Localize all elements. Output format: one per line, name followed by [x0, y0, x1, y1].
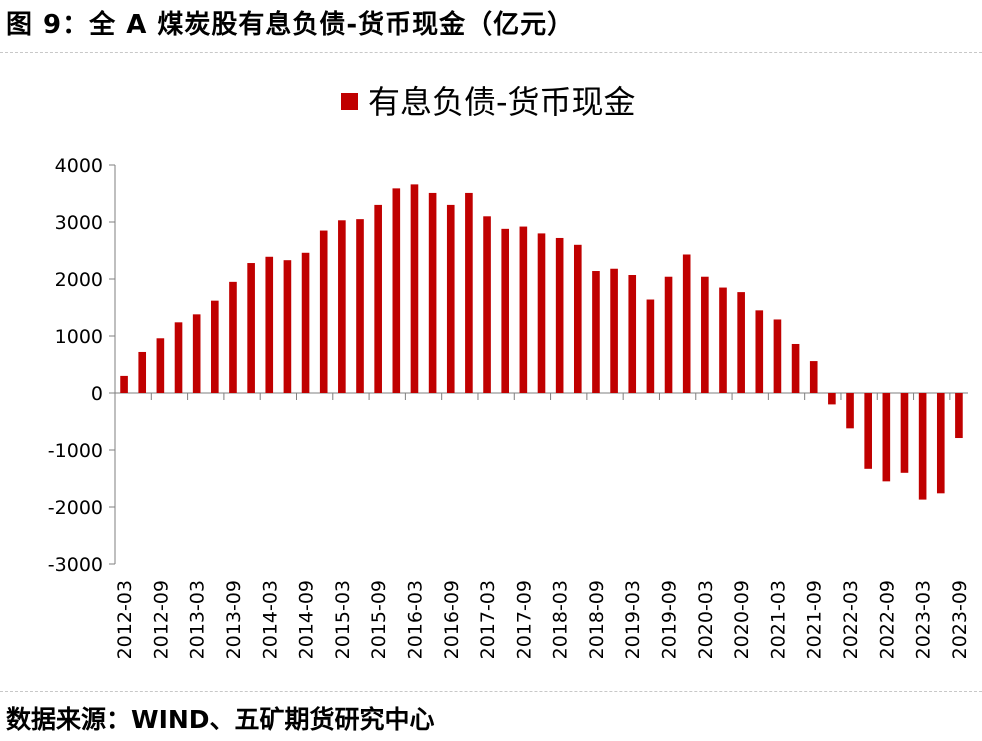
bar-2012-03: [120, 375, 128, 393]
bar-2020-12: [755, 310, 764, 393]
figure-title: 图 9：全 A 煤炭股有息负债-货币现金（亿元）: [6, 10, 575, 40]
x-tick-label: 2012-03: [114, 580, 136, 659]
x-tick-label: 2017-03: [477, 580, 499, 659]
bar-2021-12: [828, 393, 836, 405]
y-tick-label: -1000: [48, 440, 103, 462]
bar-2015-03: [338, 220, 346, 393]
x-axis: 2012-03 2012-09 2013-03 2013-09 2014-03 2014-…: [114, 392, 971, 659]
bar-2015-12: [392, 188, 401, 393]
bar-2021-03: [773, 319, 782, 393]
bar-2015-09: [374, 204, 382, 393]
x-tick-label: 2017-09: [513, 580, 535, 659]
bar-2022-03: [846, 393, 854, 429]
x-tick-label: 2019-03: [622, 580, 644, 659]
bar-2017-03: [483, 216, 491, 393]
bar-2018-09: [592, 271, 600, 393]
x-tick-label: 2021-09: [804, 580, 826, 659]
bar-2018-06: [573, 244, 582, 393]
bar-2013-06: [211, 300, 219, 393]
x-tick-label: 2016-09: [441, 580, 463, 659]
bar-2014-03: [265, 256, 274, 393]
x-tick-label: 2018-03: [550, 580, 572, 659]
bar-2019-09: [664, 276, 673, 393]
x-tick-label: 2013-09: [223, 580, 245, 659]
bar-2023-09: [955, 393, 963, 439]
title-divider: [0, 52, 982, 53]
x-tick-label: 2018-09: [586, 580, 608, 659]
bar-2014-12: [319, 230, 328, 393]
bar-2022-12: [900, 393, 909, 473]
x-tick-label: 2020-09: [731, 580, 753, 659]
bar-2019-06: [646, 299, 655, 393]
bar-2017-06: [501, 228, 510, 393]
bar-2013-12: [247, 263, 255, 393]
source-divider: [0, 691, 982, 692]
bar-2015-06: [356, 219, 364, 393]
bar-2016-12: [465, 192, 473, 393]
bar-2014-09: [301, 252, 310, 393]
bar-2020-06: [719, 287, 727, 393]
x-tick-label: 2020-03: [695, 580, 717, 659]
y-tick-label: 4000: [55, 155, 103, 177]
y-tick-label: 2000: [55, 269, 103, 291]
x-tick-label: 2019-09: [659, 580, 681, 659]
y-tick-label: -2000: [48, 497, 103, 519]
x-tick-label: 2023-03: [913, 580, 935, 659]
x-tick-label: 2014-09: [296, 580, 318, 659]
y-tick-label: 3000: [55, 212, 103, 234]
bar-2018-03: [555, 237, 564, 393]
x-tick-label: 2021-03: [767, 580, 789, 659]
bar-series: [120, 184, 963, 500]
bar-2021-09: [809, 361, 818, 393]
bar-2013-09: [229, 281, 237, 393]
source-note: 数据来源：WIND、五矿期货研究中心: [6, 705, 435, 734]
bar-2016-03: [410, 184, 419, 393]
y-axis: 4000 3000 2000 1000 0 -1000 -2000 -3000: [48, 155, 116, 576]
bar-2019-12: [682, 254, 691, 393]
bar-2022-09: [882, 393, 891, 482]
x-tick-label: 2023-09: [949, 580, 971, 659]
bar-2020-09: [737, 292, 745, 393]
bar-2017-09: [519, 226, 528, 393]
bar-2013-03: [192, 314, 201, 393]
x-tick-label: 2013-03: [187, 580, 209, 659]
legend-swatch: [341, 93, 358, 110]
bar-2019-03: [628, 275, 637, 393]
y-tick-label: 0: [91, 383, 103, 405]
legend: 有息负债-货币现金: [341, 83, 636, 121]
x-tick-label: 2015-09: [368, 580, 390, 659]
y-tick-label: 1000: [55, 326, 103, 348]
x-tick-label: 2015-03: [332, 580, 354, 659]
bar-2012-06: [138, 351, 147, 393]
bar-2012-09: [156, 338, 165, 393]
bar-2017-12: [537, 233, 546, 393]
x-tick-label: 2022-03: [840, 580, 862, 659]
legend-label: 有息负债-货币现金: [368, 83, 636, 121]
bar-2016-06: [428, 192, 437, 393]
x-tick-label: 2016-03: [404, 580, 426, 659]
bar-2012-12: [174, 322, 183, 393]
bar-2023-06: [936, 393, 945, 494]
bar-2023-03: [918, 393, 927, 500]
y-tick-label: -3000: [48, 554, 103, 576]
x-tick-label: 2014-03: [259, 580, 281, 659]
x-tick-label: 2022-09: [876, 580, 898, 659]
bar-2016-09: [446, 204, 455, 393]
bar-2014-06: [283, 260, 292, 393]
bar-2020-03: [701, 276, 709, 393]
bar-2022-06: [864, 393, 872, 469]
bar-2021-06: [791, 343, 800, 393]
bar-2018-12: [610, 268, 618, 393]
x-tick-label: 2012-09: [150, 580, 172, 659]
